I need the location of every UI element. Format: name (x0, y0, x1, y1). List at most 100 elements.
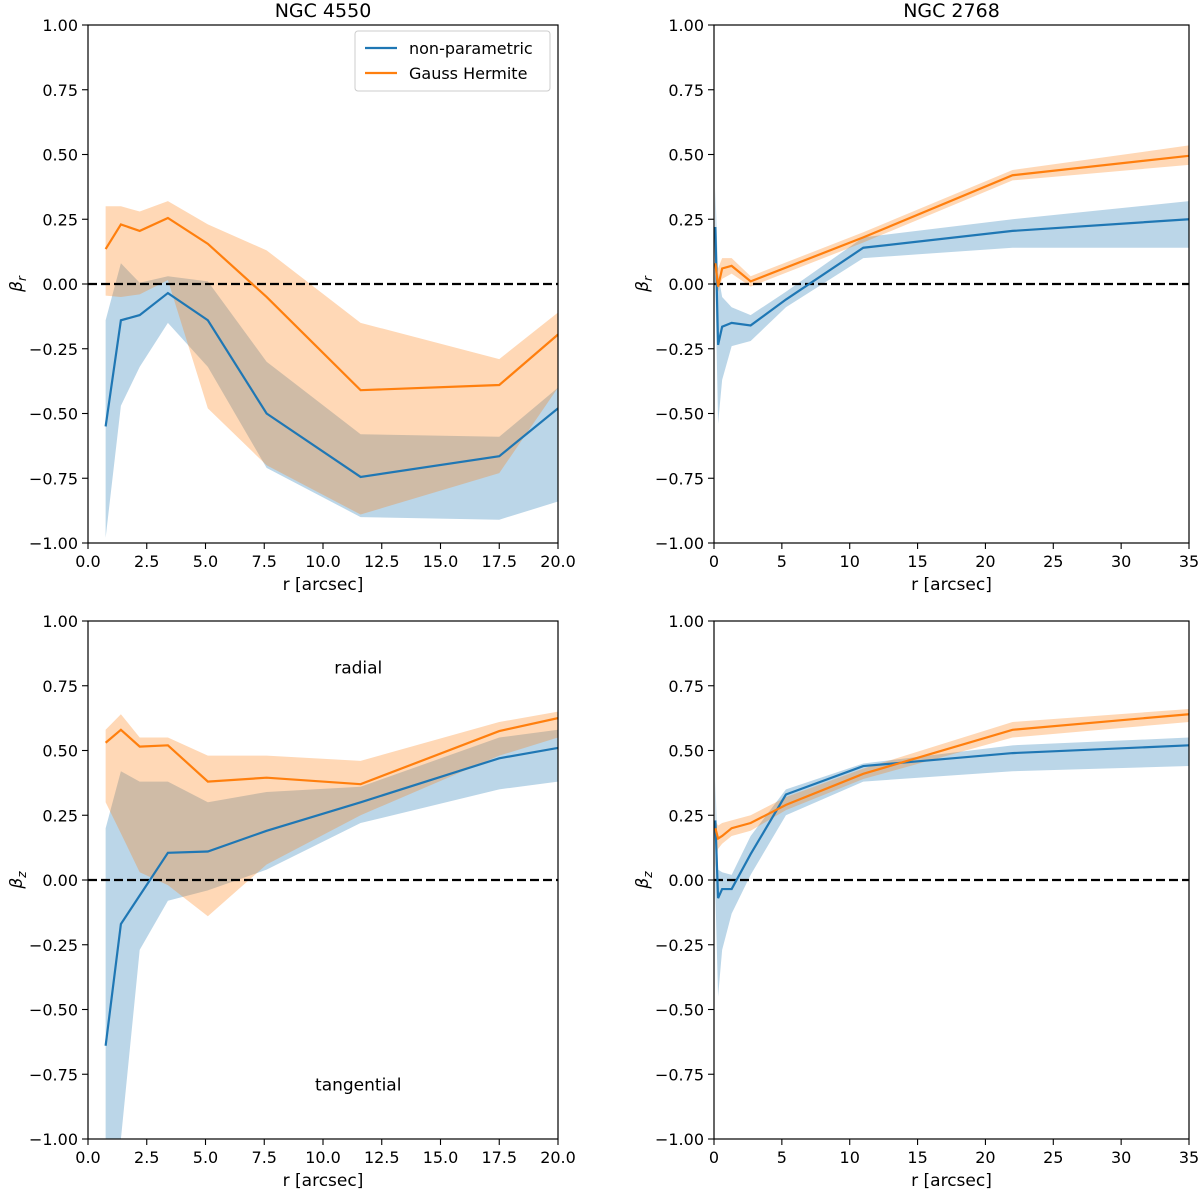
x-tick-label: 2.5 (134, 552, 159, 571)
y-tick-label: −1.00 (29, 1130, 78, 1149)
y-tick-label: 1.00 (42, 612, 78, 631)
y-tick-label: −0.25 (655, 340, 704, 359)
x-tick-label: 2.5 (134, 1148, 159, 1167)
x-tick-label: 0.0 (75, 1148, 100, 1167)
x-tick-label: 15.0 (423, 1148, 459, 1167)
y-tick-label: 0.25 (668, 210, 704, 229)
nonparam-line (714, 218, 1189, 346)
x-tick-label: 15 (907, 552, 927, 571)
nonparam-legend-label: non-parametric (409, 39, 533, 58)
y-tick-label: 0.75 (42, 81, 78, 100)
x-tick-label: 20 (975, 1148, 995, 1167)
x-tick-label: 30 (1111, 1148, 1131, 1167)
x-tick-label: 12.5 (364, 1148, 400, 1167)
y-axis-label: βz (7, 871, 29, 890)
y-tick-label: 0.75 (668, 81, 704, 100)
nonparam-line (714, 744, 1189, 899)
y-tick-label: −0.75 (29, 469, 78, 488)
x-tick-label: 17.5 (481, 1148, 517, 1167)
y-tick-label: 0.50 (668, 146, 704, 165)
y-tick-label: 1.00 (668, 16, 704, 35)
nonparam-band (715, 188, 1189, 424)
y-tick-label: −0.25 (655, 936, 704, 955)
x-tick-label: 12.5 (364, 552, 400, 571)
legend: non-parametric Gauss Hermite (354, 30, 551, 92)
gh-line (714, 154, 1189, 287)
y-tick-label: 0.25 (668, 806, 704, 825)
x-axis-label: r [arcsec] (283, 1171, 364, 1191)
y-tick-label: −1.00 (655, 534, 704, 553)
x-tick-label: 35 (1179, 1148, 1199, 1167)
x-axis-label: r [arcsec] (283, 575, 364, 595)
nonparam-line (104, 291, 558, 479)
x-tick-label: 5.0 (193, 552, 218, 571)
y-axis-label: βr (633, 275, 655, 293)
gh-band (105, 711, 558, 917)
x-tick-label: 7.5 (252, 552, 277, 571)
y-tick-label: −0.50 (29, 1001, 78, 1020)
y-axis-label-symbol: β (633, 281, 653, 293)
x-tick-label: 20.0 (540, 552, 576, 571)
x-tick-label: 25 (1043, 1148, 1063, 1167)
y-tick-label: −0.75 (655, 1065, 704, 1084)
y-tick-label: 0.25 (42, 210, 78, 229)
x-tick-label: 0 (709, 1148, 719, 1167)
panel-title: NGC 2768 (903, 0, 1000, 22)
x-tick-label: 25 (1043, 552, 1063, 571)
y-axis-label-subscript: z (641, 871, 655, 879)
y-tick-label: 1.00 (42, 16, 78, 35)
y-tick-label: −1.00 (655, 1130, 704, 1149)
y-tick-label: 0.50 (42, 742, 78, 761)
y-tick-label: −0.75 (29, 1065, 78, 1084)
y-tick-label: 0.50 (668, 742, 704, 761)
panel-title: NGC 4550 (275, 0, 372, 22)
x-tick-label: 5 (777, 552, 787, 571)
y-tick-label: 0.00 (668, 871, 704, 890)
y-tick-label: −0.50 (655, 1001, 704, 1020)
x-tick-label: 20 (975, 552, 995, 571)
panel-ngc4550-beta-r: 0.0 2.5 5.0 7.5 10.0 12.5 15.0 17.5 20.0 −1.00 −0.… (7, 0, 576, 595)
gh-line (714, 713, 1189, 841)
nonparam-band (105, 263, 558, 538)
x-tick-label: 0 (709, 552, 719, 571)
y-tick-label: 0.00 (42, 871, 78, 890)
nonparam-line (104, 746, 558, 1046)
x-tick-label: 7.5 (252, 1148, 277, 1167)
x-axis-label: r [arcsec] (911, 1171, 992, 1191)
plot-area (714, 709, 1189, 997)
panel-ngc4550-beta-z: 0.0 2.5 5.0 7.5 10.0 12.5 15.0 17.5 20.0 −1.00 −0.… (7, 612, 576, 1191)
y-tick-label: 0.25 (42, 806, 78, 825)
y-axis-label-symbol: β (7, 281, 27, 293)
x-tick-label: 10 (840, 1148, 860, 1167)
y-tick-label: 0.00 (42, 275, 78, 294)
y-tick-label: 0.75 (42, 677, 78, 696)
x-tick-label: 10 (840, 552, 860, 571)
x-axis-label: r [arcsec] (911, 575, 992, 595)
y-tick-label: −0.25 (29, 936, 78, 955)
gh-line (104, 216, 558, 392)
x-tick-label: 17.5 (481, 552, 517, 571)
x-tick-label: 5.0 (193, 1148, 218, 1167)
x-tick-label: 0.0 (75, 552, 100, 571)
y-axis-label-symbol: β (7, 878, 27, 890)
y-tick-label: 0.75 (668, 677, 704, 696)
y-axis-label: βz (633, 871, 655, 890)
x-tick-label: 35 (1179, 552, 1199, 571)
y-axis-label-subscript: z (15, 871, 29, 879)
y-tick-label: −0.50 (29, 405, 78, 424)
nonparam-band (105, 729, 558, 1139)
panel-ngc2768-beta-z: 0 5 10 15 20 25 30 35 −1.00 −0.75 −0.50 −0.25 0.00 0.… (633, 612, 1199, 1191)
gh-band (105, 201, 558, 515)
y-axis-label: βr (7, 275, 29, 293)
annotation-tangential: tangential (315, 1076, 401, 1096)
y-tick-label: −0.75 (655, 469, 704, 488)
x-tick-label: 30 (1111, 552, 1131, 571)
gh-line (104, 717, 558, 786)
y-tick-label: −1.00 (29, 534, 78, 553)
plot-area (88, 201, 558, 538)
y-tick-label: 0.00 (668, 275, 704, 294)
x-tick-label: 10.0 (305, 1148, 341, 1167)
x-tick-label: 20.0 (540, 1148, 576, 1167)
y-tick-label: 1.00 (668, 612, 704, 631)
